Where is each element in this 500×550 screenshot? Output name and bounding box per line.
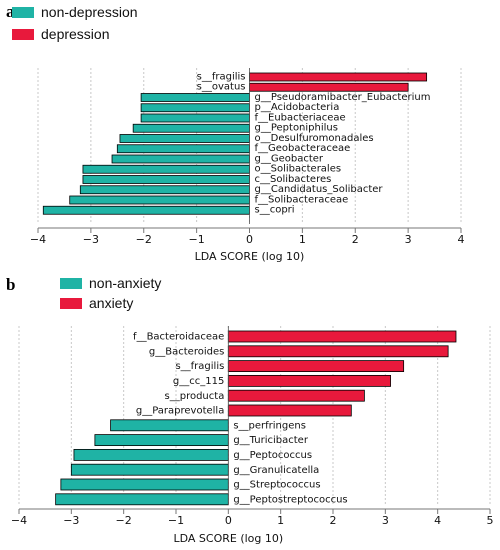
bar-label: s__perfringens (233, 420, 306, 431)
x-tick-label: −1 (168, 514, 184, 527)
bar (82, 164, 250, 174)
bar (140, 113, 250, 123)
bar (227, 374, 391, 387)
x-axis-title: LDA SCORE (log 10) (195, 250, 305, 263)
x-tick-label: −3 (63, 514, 79, 527)
bar (79, 185, 250, 195)
bar-label: f__Bacteroidaceae (133, 332, 224, 343)
bar (60, 478, 229, 491)
bar (140, 93, 250, 102)
bar-label: g__Candidatus_Solibacter (255, 184, 384, 195)
x-tick-label: 2 (330, 514, 337, 527)
bar (227, 345, 449, 358)
x-tick-label: 4 (434, 514, 441, 527)
bar (70, 463, 229, 476)
bar (119, 134, 250, 143)
bar-label: g__Peptoniphilus (255, 123, 338, 134)
bar-label: g__Bacteroides (149, 346, 224, 357)
bar-label: s__copri (255, 205, 295, 216)
legend-label: anxiety (89, 295, 133, 311)
panel-letter: a (6, 2, 15, 21)
panel-a: a non-depression depression s__fragiliss__o… (6, 2, 465, 263)
x-tick-label: −2 (116, 514, 132, 527)
bar (116, 144, 250, 154)
bar-label: p__Acidobacteria (255, 102, 340, 113)
legend-label: non-anxiety (89, 275, 161, 291)
bar-label: g__cc_115 (173, 376, 224, 387)
x-tick-label: −1 (189, 233, 205, 246)
bar-label: g__Paraprevotella (136, 406, 224, 417)
bar (110, 419, 229, 432)
bar (249, 72, 428, 82)
bar (69, 195, 250, 205)
bar-label: g__Peptococcus (233, 450, 312, 461)
bar-label: f__Eubacteriaceae (255, 112, 346, 123)
x-tick-label: 4 (458, 233, 465, 246)
bar-label: s__producta (165, 391, 225, 402)
x-tick-label: −2 (136, 233, 152, 246)
x-tick-label: 0 (225, 514, 232, 527)
x-tick-label: −3 (83, 233, 99, 246)
legend-swatch (12, 7, 34, 18)
bar-label: s__fragilis (197, 71, 246, 82)
bar-label: o__Solibacterales (255, 164, 342, 175)
bar-label: o__Desulfuromonadales (255, 133, 374, 144)
legend-label: non-depression (41, 4, 138, 20)
bar (73, 448, 229, 461)
x-tick-label: 3 (382, 514, 389, 527)
x-tick-label: 3 (405, 233, 412, 246)
x-tick-label: 2 (352, 233, 359, 246)
x-tick-label: 1 (299, 233, 306, 246)
panel-b: b non-anxiety anxiety f__Bacteroidaceae g__B… (6, 275, 494, 545)
bar (227, 330, 457, 343)
bar-label: g__Turicibacter (233, 435, 308, 446)
bar (94, 434, 229, 447)
bar-label: s__fragilis (175, 361, 224, 372)
x-tick-label: 5 (487, 514, 494, 527)
bar-label: f__Solibacteraceae (255, 194, 349, 205)
bar-label: g__Streptococcus (233, 480, 320, 491)
x-tick-label: 1 (277, 514, 284, 527)
bar (55, 493, 229, 506)
bar (111, 154, 250, 164)
legend-label: depression (41, 26, 110, 42)
bar-label: g__Geobacter (255, 153, 324, 164)
bar-label: g__Pseudoramibacter_Eubacterium (255, 92, 431, 103)
panel-letter: b (6, 275, 15, 294)
bar (132, 123, 250, 133)
bar-label: f__Geobacteraceae (255, 143, 351, 154)
bar (42, 205, 250, 215)
x-axis-title: LDA SCORE (log 10) (173, 532, 283, 545)
bar (227, 404, 352, 417)
legend-swatch (60, 298, 82, 309)
bar (249, 82, 409, 92)
x-tick-label: −4 (30, 233, 46, 246)
legend-swatch (60, 278, 82, 289)
bar (82, 175, 250, 184)
bar (140, 103, 250, 113)
bar-label: s__ovatus (197, 82, 246, 93)
x-tick-label: 0 (246, 233, 253, 246)
legend-swatch (12, 29, 34, 40)
bar-label: g__Peptostreptococcus (233, 494, 347, 505)
bar (227, 389, 365, 402)
bar-label: g__Granulicatella (233, 465, 319, 476)
x-tick-label: −4 (11, 514, 27, 527)
bar (227, 360, 405, 373)
bar-label: c__Solibacteres (255, 174, 332, 185)
